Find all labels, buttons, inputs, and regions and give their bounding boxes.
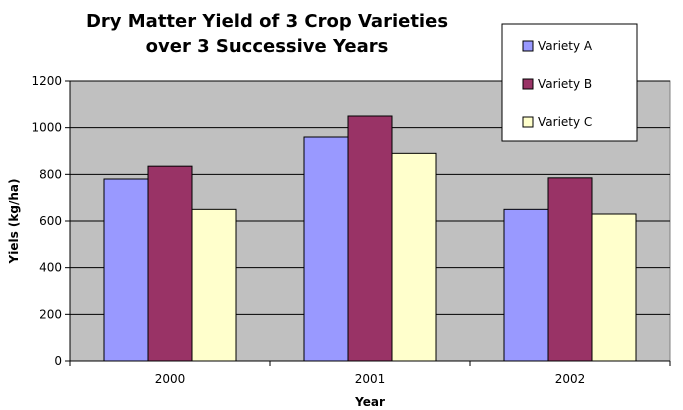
legend-label: Variety A (538, 39, 593, 53)
bar-variety-b-2001 (347, 115, 393, 362)
x-tick-label: 2001 (355, 372, 386, 386)
legend-swatch (522, 78, 534, 90)
legend: Variety A Variety B Variety C (501, 23, 638, 142)
bar-variety-a-2002 (503, 208, 549, 362)
y-tick-label: 0 (54, 354, 62, 368)
y-tick-label: 600 (39, 214, 62, 228)
x-tick-label: 2002 (555, 372, 586, 386)
bars (103, 115, 637, 362)
y-tick-label: 400 (39, 261, 62, 275)
y-tick-label: 1000 (31, 121, 62, 135)
bar-variety-c-2002 (591, 213, 637, 362)
y-tick-label: 1200 (31, 74, 62, 88)
chart-title-line-2: over 3 Successive Years (146, 36, 389, 57)
x-axis-ticks: 2000 2001 2002 (69, 361, 671, 386)
chart-title-line-1: Dry Matter Yield of 3 Crop Varieties (86, 11, 448, 32)
bar-variety-b-2000 (147, 165, 193, 362)
legend-label: Variety B (538, 77, 592, 91)
y-axis-label: Yiels (kg/ha) (7, 179, 21, 265)
bar-variety-a-2000 (103, 178, 149, 362)
x-axis-label: Year (354, 395, 385, 409)
bar-variety-c-2001 (391, 152, 437, 362)
y-tick-label: 800 (39, 167, 62, 181)
y-tick-label: 200 (39, 307, 62, 321)
bar-variety-b-2002 (547, 177, 593, 362)
y-axis-ticks: 0 200 400 600 800 1000 1200 (31, 74, 70, 368)
bar-variety-c-2000 (191, 208, 237, 362)
bar-variety-a-2001 (303, 136, 349, 362)
legend-swatch (522, 116, 534, 128)
x-tick-label: 2000 (155, 372, 186, 386)
legend-swatch (522, 40, 534, 52)
legend-label: Variety C (538, 115, 592, 129)
